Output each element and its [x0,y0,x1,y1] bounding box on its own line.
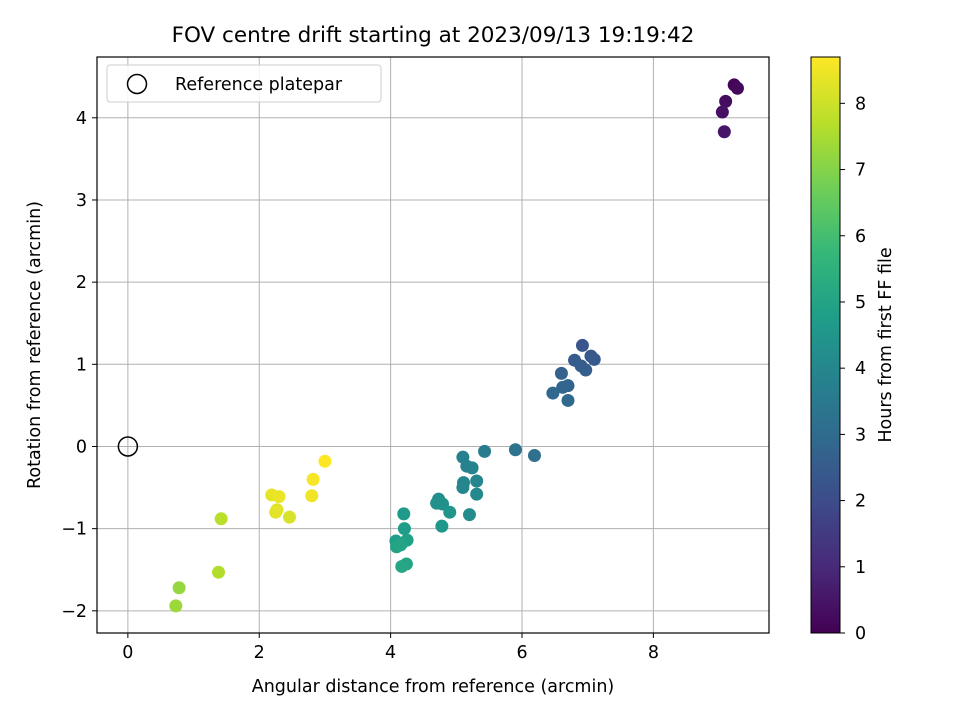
data-point [579,363,593,377]
data-point [443,505,457,519]
y-tick-label: 3 [76,191,87,211]
data-point [715,105,729,119]
data-point [305,489,319,503]
data-point [546,386,560,400]
colorbar-tick-label: 5 [855,293,866,313]
y-tick-label: 0 [76,437,87,457]
data-point [212,565,226,579]
data-point [214,512,228,526]
colorbar-tick-label: 2 [855,492,866,512]
data-point [587,352,601,366]
colorbar-tick-label: 4 [855,359,866,379]
y-axis-ticks: −2 −1 0 1 2 3 4 [61,109,97,622]
x-tick-label: 0 [122,643,133,663]
legend-marker-reference [126,73,148,95]
data-point [397,507,411,521]
data-point [717,125,731,139]
data-point [470,474,484,488]
colorbar-tick-label: 8 [855,94,866,114]
data-point [397,522,411,536]
data-point [172,581,186,595]
x-axis-ticks: 0 2 4 6 8 [122,633,659,663]
legend-box [106,64,382,103]
data-point [508,443,522,457]
legend: Reference platepar [106,64,382,103]
reference-platepar-marker [117,436,139,457]
y-tick-label: 2 [76,273,87,293]
y-tick-label: −2 [61,602,87,622]
data-point [465,461,479,475]
x-tick-label: 4 [385,643,396,663]
colorbar-gradient [810,56,841,634]
data-point [269,505,283,519]
data-point [435,519,449,533]
data-point [393,538,407,552]
data-point [719,94,733,108]
colorbar-ticks: 0 1 2 3 4 5 6 7 8 [840,94,866,644]
plot-frame [96,56,770,634]
chart-title: FOV centre drift starting at 2023/09/13 … [172,23,695,48]
data-point [282,510,296,524]
data-point [169,599,183,613]
colorbar-tick-label: 6 [855,227,866,247]
data-point [575,338,589,352]
y-tick-label: −1 [61,520,87,540]
data-point [556,380,570,394]
data-point [478,444,492,458]
legend-label-reference: Reference platepar [175,75,343,95]
x-tick-label: 2 [254,643,265,663]
data-points [169,78,744,613]
x-axis-label: Angular distance from reference (arcmin) [252,677,615,697]
data-point [306,472,320,486]
y-axis-label: Rotation from reference (arcmin) [25,201,45,489]
data-point [318,454,332,468]
colorbar-tick-label: 3 [855,425,866,445]
colorbar: 0 1 2 3 4 5 6 7 8 Hours from first FF file [810,56,896,644]
x-tick-label: 6 [516,643,527,663]
data-point [561,393,575,407]
y-tick-label: 1 [76,355,87,375]
data-point [272,490,286,504]
x-tick-label: 8 [648,643,659,663]
data-point [554,366,568,380]
grid-lines [97,57,769,633]
data-point [527,449,541,463]
data-point [456,481,470,495]
colorbar-tick-label: 0 [855,624,866,644]
colorbar-tick-label: 7 [855,161,866,181]
colorbar-label: Hours from first FF file [876,247,896,442]
colorbar-tick-label: 1 [855,558,866,578]
data-point [462,508,476,522]
y-tick-label: 4 [76,109,87,129]
data-point [730,81,744,95]
data-point [470,487,484,501]
data-point [395,559,409,573]
